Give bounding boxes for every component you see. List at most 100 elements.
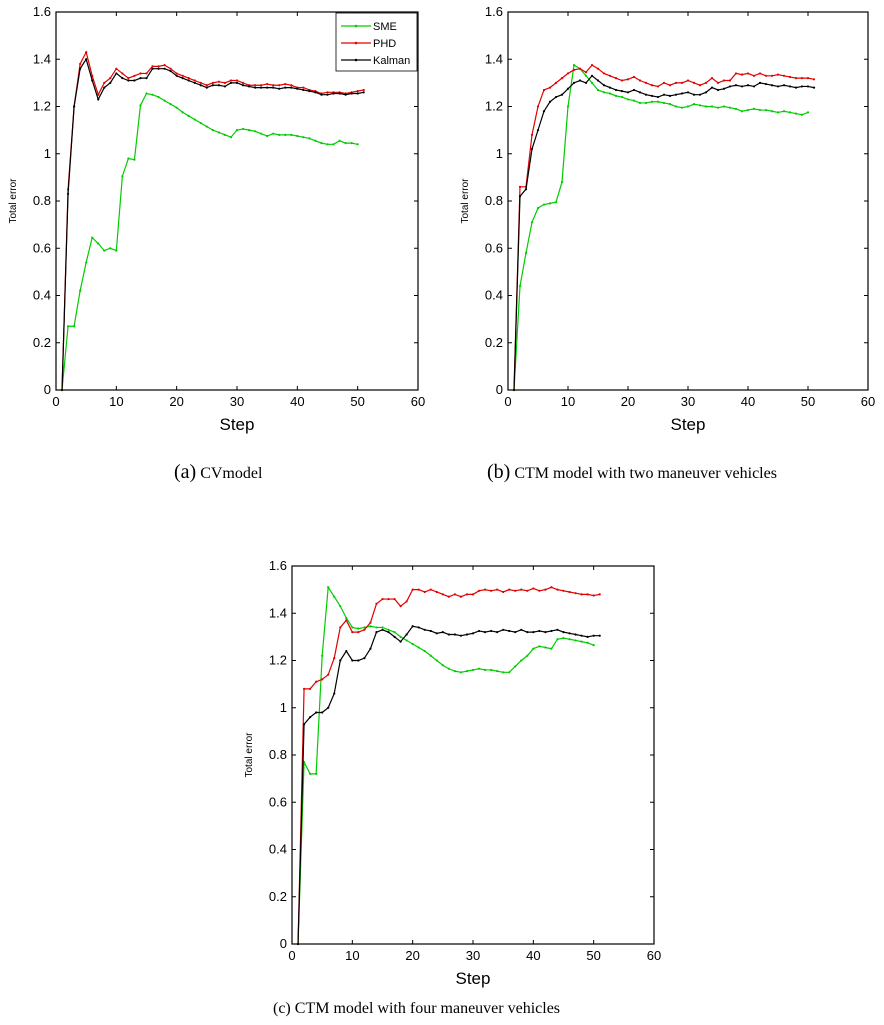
data-point-sme xyxy=(109,247,112,250)
data-point-phd xyxy=(435,590,438,594)
data-point-phd xyxy=(572,68,576,71)
data-point-phd xyxy=(782,74,786,77)
data-point-kalman xyxy=(536,129,540,132)
data-point-sme xyxy=(351,626,354,629)
data-point-phd xyxy=(441,593,444,596)
data-point-phd xyxy=(514,589,517,592)
data-point-phd xyxy=(598,593,601,596)
data-point-sme xyxy=(309,772,312,776)
data-point-sme xyxy=(524,251,528,255)
plot-frame xyxy=(507,11,869,391)
data-point-phd xyxy=(193,79,196,82)
data-point-phd xyxy=(284,82,287,86)
data-point-phd xyxy=(578,67,582,70)
data-point-phd xyxy=(483,588,487,591)
x-tick-label: 60 xyxy=(861,394,875,409)
data-point-kalman xyxy=(477,629,481,633)
data-point-sme xyxy=(770,110,774,113)
data-point-kalman xyxy=(532,631,535,634)
data-point-kalman xyxy=(490,629,493,633)
data-point-sme xyxy=(344,142,347,145)
data-point-phd xyxy=(333,657,336,660)
y-axis-label: Total error xyxy=(244,732,255,778)
data-point-phd xyxy=(302,687,306,690)
data-point-kalman xyxy=(321,711,324,714)
data-point-sme xyxy=(554,201,558,204)
data-point-sme xyxy=(620,95,624,99)
data-point-sme xyxy=(788,111,792,114)
data-point-sme xyxy=(550,647,553,650)
x-tick-label: 20 xyxy=(405,948,419,963)
series-line-phd xyxy=(61,50,364,391)
data-point-kalman xyxy=(590,74,594,77)
data-point-kalman xyxy=(127,79,130,82)
figure-caption: (c) CTM model with four maneuver vehicles xyxy=(273,1000,560,1017)
data-point-sme xyxy=(266,134,269,138)
series-line-sme xyxy=(61,92,358,391)
data-point-sme xyxy=(459,671,463,674)
data-point-sme xyxy=(97,242,100,245)
data-point-sme xyxy=(568,638,571,641)
x-tick-label: 10 xyxy=(109,394,123,409)
data-point-phd xyxy=(241,81,245,84)
data-point-phd xyxy=(788,75,792,79)
data-point-kalman xyxy=(332,92,335,95)
data-point-phd xyxy=(339,626,342,629)
data-point-kalman xyxy=(562,631,565,634)
data-point-phd xyxy=(266,82,269,86)
data-point-phd xyxy=(375,602,378,605)
data-point-phd xyxy=(315,680,318,683)
y-tick-label: 0.8 xyxy=(33,193,51,208)
data-point-kalman xyxy=(375,631,378,634)
data-point-kalman xyxy=(453,633,456,636)
data-point-phd xyxy=(704,81,708,84)
data-point-kalman xyxy=(260,86,263,89)
data-point-kalman xyxy=(514,631,517,634)
data-point-sme xyxy=(375,626,378,629)
data-point-kalman xyxy=(704,91,708,94)
data-point-kalman xyxy=(145,77,148,80)
data-point-kalman xyxy=(764,82,768,86)
data-point-sme xyxy=(326,143,329,146)
x-tick-label: 50 xyxy=(586,948,600,963)
data-point-phd xyxy=(326,91,329,94)
data-point-phd xyxy=(85,51,88,54)
x-tick-label: 60 xyxy=(647,948,661,963)
data-point-sme xyxy=(483,668,487,672)
caption-letter: (c) xyxy=(273,1000,291,1017)
data-point-kalman xyxy=(578,79,582,82)
data-point-sme xyxy=(668,103,672,106)
data-point-kalman xyxy=(320,93,323,96)
data-point-sme xyxy=(526,654,529,657)
data-point-sme xyxy=(602,91,606,94)
data-point-sme xyxy=(556,638,559,641)
data-point-kalman xyxy=(302,723,306,726)
data-point-sme xyxy=(532,647,535,650)
data-point-phd xyxy=(560,77,564,80)
data-point-phd xyxy=(115,67,118,70)
y-tick-label: 0 xyxy=(280,936,287,951)
data-point-sme xyxy=(315,772,318,776)
x-tick-label: 0 xyxy=(288,948,295,963)
data-point-kalman xyxy=(620,90,624,93)
data-point-kalman xyxy=(530,147,534,151)
data-point-kalman xyxy=(592,634,595,637)
data-point-kalman xyxy=(800,85,804,88)
data-point-phd xyxy=(752,74,756,77)
data-point-sme xyxy=(734,107,738,110)
data-point-phd xyxy=(556,588,559,591)
data-point-kalman xyxy=(362,91,365,94)
data-point-sme xyxy=(752,107,756,110)
data-point-phd xyxy=(644,81,648,84)
data-point-phd xyxy=(806,77,810,80)
data-point-kalman xyxy=(60,388,64,392)
data-point-sme xyxy=(157,95,160,99)
data-point-sme xyxy=(417,646,420,649)
data-point-sme xyxy=(638,101,642,105)
data-point-kalman xyxy=(459,634,463,637)
data-point-kalman xyxy=(794,86,798,89)
data-point-kalman xyxy=(812,86,816,89)
data-point-phd xyxy=(151,65,154,68)
data-point-phd xyxy=(626,78,630,81)
x-axis-label: Step xyxy=(456,969,491,988)
